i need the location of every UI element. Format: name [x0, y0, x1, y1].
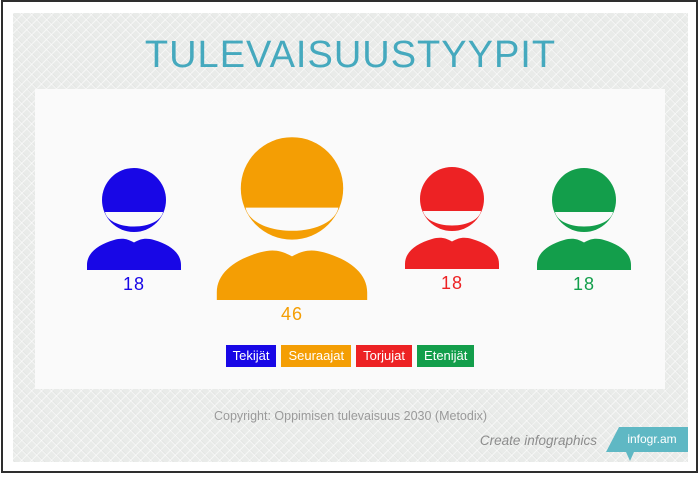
- person-icon: [87, 168, 181, 270]
- person-icon: [405, 167, 499, 269]
- branding: Create infographics infogr.am: [480, 427, 688, 461]
- legend-item-tekijat[interactable]: Tekijät: [225, 345, 277, 367]
- legend: Tekijät Seuraajat Torjujat Etenijät: [35, 345, 665, 367]
- person-icon: [216, 137, 368, 301]
- page-title: TULEVAISUUSTYYPIT: [144, 34, 557, 76]
- chart-panel: 18 46 18: [35, 89, 665, 389]
- value-label: 46: [280, 304, 304, 325]
- create-infographics-link[interactable]: Create infographics: [479, 433, 597, 448]
- pictogram-etenijat: 18: [534, 166, 634, 295]
- legend-item-etenijat[interactable]: Etenijät: [417, 345, 475, 367]
- infogram-badge[interactable]: infogr.am: [606, 427, 688, 461]
- infographic-canvas: TULEVAISUUSTYYPIT 18 46: [13, 13, 688, 462]
- value-label: 18: [572, 274, 596, 294]
- pictogram-seuraajat: 46: [212, 134, 372, 325]
- infogram-badge-label: infogr.am: [627, 432, 677, 446]
- pictogram-tekijat: 18: [84, 166, 184, 295]
- copyright-text: Copyright: Oppimisen tulevaisuus 2030 (M…: [213, 409, 488, 423]
- value-label: 18: [440, 273, 464, 293]
- legend-item-seuraajat[interactable]: Seuraajat: [281, 345, 352, 367]
- value-label: 18: [122, 274, 146, 294]
- person-icon: [537, 168, 631, 270]
- legend-item-torjujat[interactable]: Torjujat: [356, 345, 413, 367]
- pictogram-torjujat: 18: [402, 165, 502, 294]
